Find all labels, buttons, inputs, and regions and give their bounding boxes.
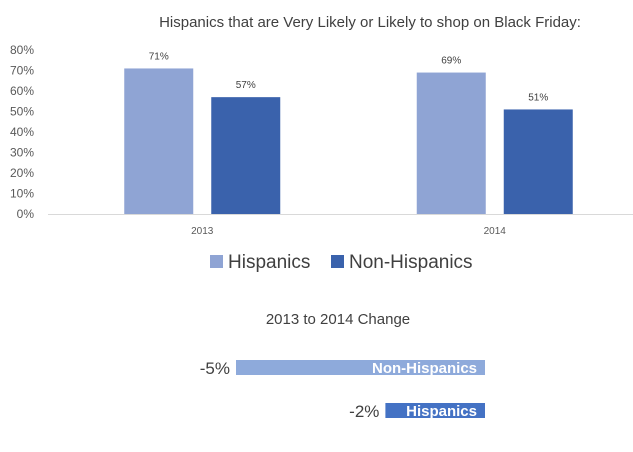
- data-labels: 71% 57% 69% 51%: [149, 51, 549, 103]
- x-category-label: 2014: [484, 226, 507, 237]
- bar-hispanics-2013: [124, 68, 194, 214]
- y-tick-label: 50%: [10, 105, 34, 119]
- data-label: 51%: [528, 92, 548, 103]
- change-value-label: -5%: [200, 359, 230, 378]
- x-category-label: 2013: [191, 226, 214, 237]
- y-tick-label: 70%: [10, 64, 34, 78]
- bar-group: [124, 68, 573, 214]
- x-axis-categories: 2013 2014: [191, 226, 506, 237]
- legend-label-non-hispanics: Non-Hispanics: [349, 252, 473, 273]
- bar-non-hispanics-2014: [503, 109, 573, 214]
- y-tick-label: 0%: [17, 207, 35, 221]
- legend-label-hispanics: Hispanics: [228, 252, 310, 273]
- change-bar-label: Hispanics: [406, 403, 477, 420]
- y-tick-label: 60%: [10, 84, 34, 98]
- change-chart-title: 2013 to 2014 Change: [266, 311, 410, 328]
- bar-non-hispanics-2013: [211, 97, 281, 214]
- legend-swatch-non-hispanics: [331, 255, 344, 268]
- change-bar-hispanics: [385, 403, 485, 418]
- y-tick-label: 10%: [10, 187, 34, 201]
- bar-hispanics-2014: [416, 72, 486, 214]
- chart-title: Hispanics that are Very Likely or Likely…: [159, 14, 581, 31]
- data-label: 71%: [149, 51, 169, 62]
- change-bar-group: Non-Hispanics -5% Hispanics -2%: [200, 359, 485, 421]
- y-tick-label: 80%: [10, 43, 34, 57]
- legend-swatch-hispanics: [210, 255, 223, 268]
- change-value-label: -2%: [349, 402, 379, 421]
- data-label: 57%: [236, 80, 256, 91]
- change-bar-label: Non-Hispanics: [372, 360, 477, 377]
- legend: Hispanics Non-Hispanics: [210, 252, 473, 273]
- change-bar-non-hispanics: [236, 360, 485, 375]
- y-axis-ticks: 0% 10% 20% 30% 40% 50% 60% 70% 80%: [10, 43, 34, 221]
- data-label: 69%: [441, 56, 461, 67]
- y-tick-label: 40%: [10, 125, 34, 139]
- y-tick-label: 20%: [10, 166, 34, 180]
- y-tick-label: 30%: [10, 146, 34, 160]
